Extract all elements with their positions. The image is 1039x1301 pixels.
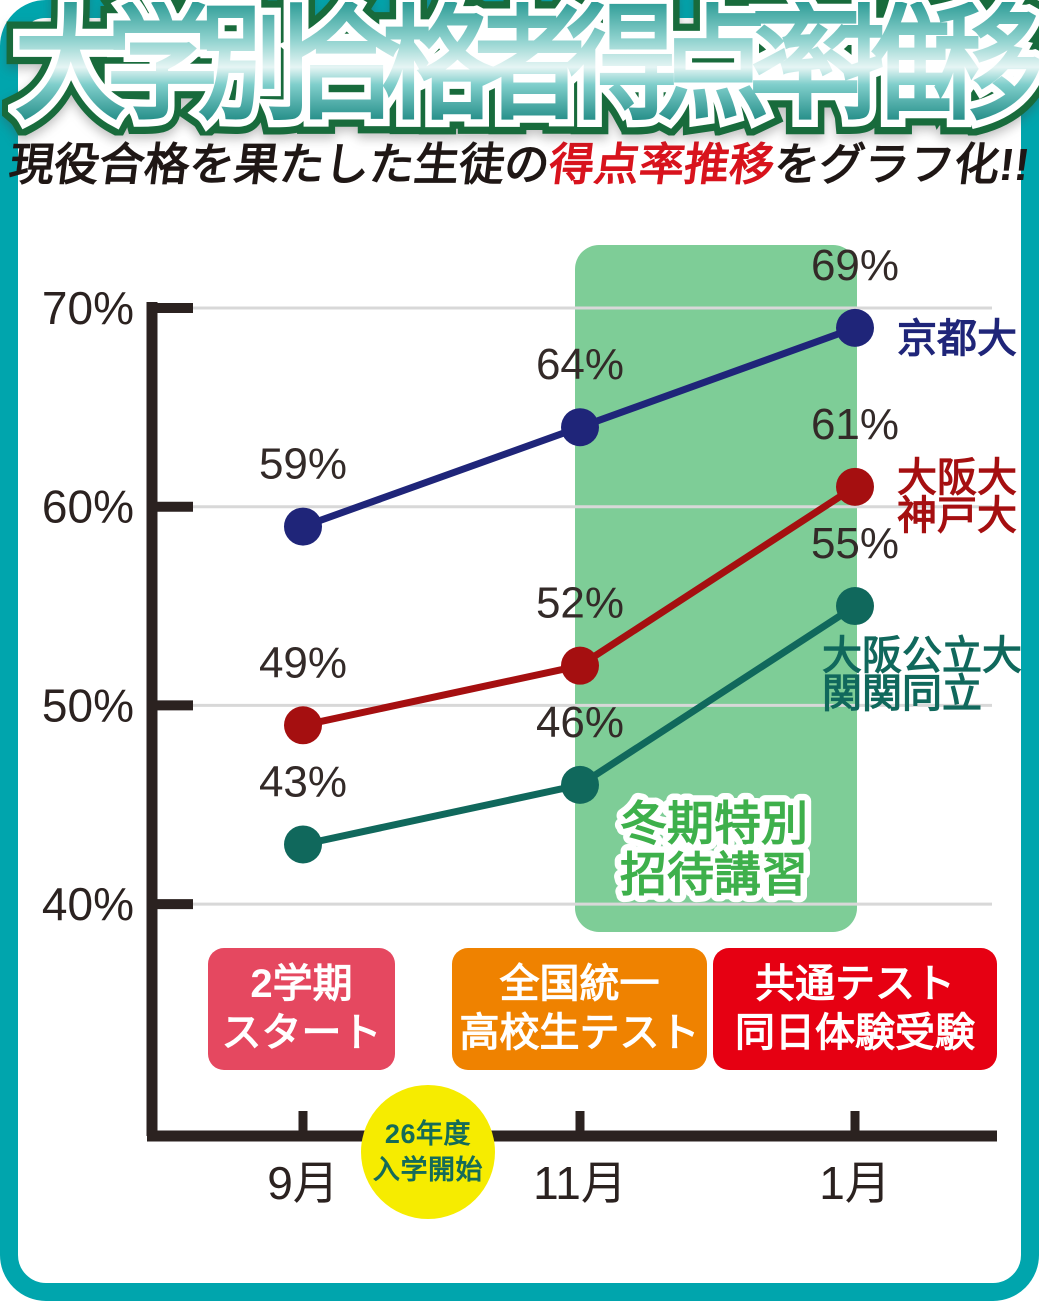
x-tick-label: 9月	[267, 1157, 339, 1209]
point-value-label: 52%	[536, 579, 624, 628]
subtitle: 現役合格を果たした生徒の得点率推移をグラフ化!!	[0, 139, 1039, 190]
badge-line: スタート	[221, 1011, 382, 1055]
x-tick-label: 1月	[819, 1157, 891, 1209]
point-value-label: 46%	[536, 698, 624, 747]
series-name-label: 京都大	[897, 317, 1017, 361]
winter-course-highlight-band	[575, 245, 857, 932]
x-tick-label: 11月	[533, 1157, 627, 1209]
point-value-label: 59%	[259, 440, 347, 489]
point-value-label: 55%	[811, 519, 899, 568]
badge-kyotsu-test: 共通テスト 同日体験受験	[713, 948, 997, 1070]
point-value-label: 64%	[536, 340, 624, 389]
badge-term2-start: 2学期 スタート	[208, 948, 395, 1070]
data-point	[836, 587, 874, 626]
badge-line: 2学期	[250, 962, 353, 1007]
data-point	[561, 646, 599, 685]
series-name-label: 関関同立	[822, 672, 982, 716]
badge-line: 同日体験受験	[735, 1011, 975, 1055]
start-circle-line: 26年度	[384, 1118, 472, 1149]
data-point	[284, 507, 322, 546]
badge-line: 共通テスト	[755, 962, 955, 1007]
point-value-label: 69%	[811, 241, 899, 290]
band-caption-line: 冬期特別	[620, 797, 808, 850]
data-point	[836, 308, 874, 347]
subtitle-highlight: 得点率推移	[546, 139, 778, 190]
subtitle-post: をグラフ化!!	[771, 139, 1033, 190]
series-name-label: 大阪大	[897, 456, 1017, 500]
series-name-label: 大阪公立大	[822, 634, 1022, 678]
enrollment-start-circle: 26年度 入学開始	[361, 1085, 495, 1219]
y-tick-label: 70%	[42, 282, 134, 334]
y-tick-label: 40%	[42, 878, 134, 930]
data-point	[284, 825, 322, 864]
subtitle-pre: 現役合格を果たした生徒の	[6, 139, 553, 190]
badge-line: 高校生テスト	[459, 1011, 700, 1055]
badge-national-test: 全国統一 高校生テスト	[452, 948, 707, 1070]
point-value-label: 49%	[259, 638, 347, 687]
data-point	[561, 408, 599, 447]
y-tick-label: 50%	[42, 679, 134, 731]
series-name-label: 神戸大	[897, 494, 1017, 538]
data-point	[836, 467, 874, 506]
point-value-label: 43%	[259, 757, 347, 806]
start-circle-line: 入学開始	[372, 1155, 484, 1185]
y-tick-label: 60%	[42, 481, 134, 533]
data-point	[561, 765, 599, 804]
badge-line: 全国統一	[499, 962, 660, 1007]
point-value-label: 61%	[811, 400, 899, 449]
data-point	[284, 706, 322, 745]
band-caption-line: 招待講習	[620, 848, 808, 901]
